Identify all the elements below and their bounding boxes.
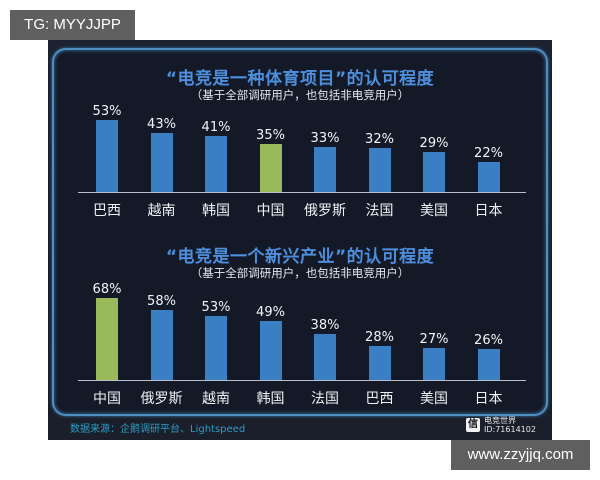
bar-value-label: 68% bbox=[92, 282, 122, 297]
bar-group: 4343% bbox=[137, 110, 191, 192]
category-label: 韩国 bbox=[202, 203, 230, 219]
bar-group: 3535% bbox=[246, 110, 300, 192]
bar-value-label: 22% bbox=[474, 146, 503, 161]
publisher-text: 电竞世界 ID:71614102 bbox=[484, 416, 536, 434]
bar-area: 5353%4343%4141%3535%3333%3232%2929%2222% bbox=[78, 104, 526, 193]
tg-watermark: TG: MYYJJPP bbox=[10, 10, 135, 40]
bar-value-label: 32% bbox=[365, 132, 394, 147]
bar-value-label: 58% bbox=[147, 294, 176, 309]
bar-group: 3232% bbox=[355, 110, 409, 192]
category-label: 中国 bbox=[93, 391, 121, 407]
bar-value-label: 38% bbox=[310, 318, 340, 333]
bar: 27 bbox=[423, 348, 445, 380]
bar-value-label: 35% bbox=[256, 128, 285, 143]
bar-group: 3838% bbox=[300, 290, 354, 380]
bar-group: 5353% bbox=[82, 104, 136, 192]
bar: 68 bbox=[96, 298, 118, 380]
publisher-logo: 信 电竞世界 ID:71614102 bbox=[466, 416, 536, 434]
bar-value-label: 27% bbox=[419, 332, 449, 347]
chart-frame: “电竞是一种体育项目”的认可程度 （基于全部调研用户，也包括非电竞用户） 535… bbox=[52, 48, 548, 416]
bar-group: 2727% bbox=[409, 290, 463, 380]
x-axis-line bbox=[78, 192, 526, 193]
category-label: 法国 bbox=[311, 391, 339, 407]
bar-value-label: 33% bbox=[310, 131, 340, 146]
publisher-id: ID:71614102 bbox=[484, 425, 536, 434]
publisher-name: 电竞世界 bbox=[484, 416, 516, 425]
bar: 43 bbox=[150, 133, 173, 192]
bar: 53 bbox=[205, 316, 227, 380]
chart-title: “电竞是一种体育项目”的认可程度 bbox=[165, 69, 435, 89]
category-label: 巴西 bbox=[365, 391, 394, 407]
bar-group: 5353% bbox=[191, 290, 245, 380]
bar-group: 2626% bbox=[464, 290, 518, 380]
bar: 58 bbox=[150, 310, 173, 380]
bar-value-label: 49% bbox=[256, 305, 285, 320]
bar-value-label: 29% bbox=[419, 136, 449, 151]
bar-group: 6868% bbox=[82, 282, 136, 380]
bar: 38 bbox=[314, 334, 336, 380]
bar-area: 6868%5858%5353%4949%3838%2828%2727%2626% bbox=[78, 282, 526, 381]
bar-group: 2828% bbox=[355, 290, 409, 380]
bar-group: 2929% bbox=[409, 110, 463, 192]
category-label: 美国 bbox=[420, 203, 448, 219]
category-label: 日本 bbox=[474, 391, 503, 407]
bar: 29 bbox=[423, 152, 445, 192]
bar: 26 bbox=[477, 349, 500, 380]
category-label: 巴西 bbox=[93, 203, 121, 219]
chart-title: “电竞是一个新兴产业”的认可程度 bbox=[165, 247, 435, 267]
bar: 49 bbox=[259, 321, 282, 380]
url-watermark: www.zzyjjq.com bbox=[451, 440, 590, 470]
bar-value-label: 28% bbox=[365, 330, 394, 345]
infographic: “电竞是一种体育项目”的认可程度 （基于全部调研用户，也包括非电竞用户） 535… bbox=[48, 40, 552, 440]
bar-value-label: 53% bbox=[92, 104, 122, 119]
chart-industry: “电竞是一个新兴产业”的认可程度 （基于全部调研用户，也包括非电竞用户） 686… bbox=[54, 230, 546, 420]
data-source: 数据来源：企鹅调研平台、Lightspeed bbox=[70, 424, 246, 435]
bar-value-label: 53% bbox=[201, 300, 231, 315]
category-label: 法国 bbox=[365, 203, 394, 219]
publisher-icon: 信 bbox=[466, 418, 480, 432]
category-label: 俄罗斯 bbox=[140, 391, 183, 407]
category-label: 韩国 bbox=[256, 391, 285, 407]
bar-value-label: 43% bbox=[147, 117, 176, 132]
bar: 53 bbox=[96, 120, 118, 192]
category-label: 俄罗斯 bbox=[304, 203, 346, 219]
bar-group: 4141% bbox=[191, 110, 245, 192]
bar-value-label: 41% bbox=[201, 120, 231, 135]
bar: 28 bbox=[368, 346, 391, 380]
bar-value-label: 26% bbox=[474, 333, 503, 348]
category-label: 日本 bbox=[474, 203, 503, 219]
category-label: 越南 bbox=[147, 203, 176, 219]
category-label: 美国 bbox=[420, 391, 448, 407]
bar-group: 2222% bbox=[464, 110, 518, 192]
x-axis-line bbox=[78, 380, 526, 381]
bar-group: 3333% bbox=[300, 110, 354, 192]
bar-group: 5858% bbox=[137, 290, 191, 380]
bar: 33 bbox=[314, 147, 336, 192]
chart-subtitle: （基于全部调研用户，也包括非电竞用户） bbox=[190, 266, 410, 280]
chart-sports: “电竞是一种体育项目”的认可程度 （基于全部调研用户，也包括非电竞用户） 535… bbox=[54, 50, 546, 240]
bar: 32 bbox=[368, 148, 391, 192]
chart-subtitle: （基于全部调研用户，也包括非电竞用户） bbox=[190, 88, 410, 102]
bar: 35 bbox=[259, 144, 282, 192]
bar-group: 4949% bbox=[246, 290, 300, 380]
bar: 22 bbox=[477, 162, 500, 192]
category-label: 越南 bbox=[202, 391, 230, 407]
bar: 41 bbox=[205, 136, 227, 192]
category-label: 中国 bbox=[256, 203, 285, 219]
